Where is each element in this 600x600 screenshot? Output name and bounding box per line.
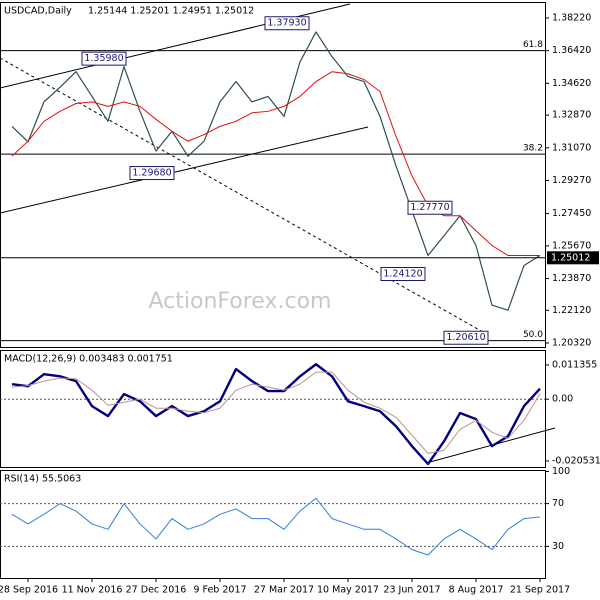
x-tick-label: 10 May 2017 <box>317 585 379 596</box>
y-tick-label: 100 <box>552 466 570 477</box>
y-tick-label: 70 <box>552 498 564 509</box>
x-tick-label: 28 Sep 2016 <box>0 585 58 596</box>
trendline-dashed <box>0 57 491 337</box>
x-tick-label: 23 Jun 2017 <box>383 585 440 596</box>
last-price-label: 1.25012 <box>551 252 590 263</box>
x-tick-label: 21 Sep 2017 <box>510 585 570 596</box>
y-tick-label: 0.011355 <box>552 360 597 371</box>
x-tick-label: 9 Feb 2017 <box>193 585 246 596</box>
last-price-box <box>547 251 599 265</box>
y-tick-label: 1.29270 <box>552 175 591 186</box>
y-tick-label: 1.20320 <box>552 338 591 349</box>
y-tick-label: 1.22120 <box>552 305 591 316</box>
series-line <box>11 71 540 256</box>
y-tick-label: 1.25670 <box>552 240 591 251</box>
watermark: ActionForex.com <box>149 289 332 314</box>
y-tick-label: 1.36420 <box>552 45 591 56</box>
panel-title: MACD(12,26,9) 0.003483 0.001751 <box>4 354 173 365</box>
fib-label: 38.2 <box>523 144 543 154</box>
panel-frame <box>0 2 546 348</box>
fib-label: 61.8 <box>523 40 543 50</box>
annotation-label: 1.27770 <box>410 202 449 213</box>
annotation-label: 1.20610 <box>446 332 485 343</box>
y-tick-label: 1.34620 <box>552 78 591 89</box>
annotation-label: 1.35980 <box>84 53 123 64</box>
fib-label: 50.0 <box>523 330 543 340</box>
y-tick-label: 1.32870 <box>552 110 591 121</box>
panel-subtitle: 1.25144 1.25201 1.24951 1.25012 <box>88 6 254 17</box>
y-tick-label: 1.38220 <box>552 12 591 23</box>
series-line <box>11 363 541 466</box>
annotation-box <box>443 330 489 345</box>
y-tick-label: 1.23870 <box>552 273 591 284</box>
annotation-label: 1.29680 <box>132 168 171 179</box>
x-tick-label: 27 Dec 2016 <box>126 585 187 596</box>
y-tick-label: 1.27450 <box>552 208 591 219</box>
annotation-box <box>407 200 453 215</box>
y-tick-label: 30 <box>552 541 564 552</box>
annotation-box <box>380 267 426 282</box>
annotation-box <box>81 51 127 66</box>
channel-lower <box>0 126 369 214</box>
annotation-box <box>264 16 310 31</box>
panel-frame <box>0 350 546 468</box>
y-tick-label: 0.00 <box>552 394 573 405</box>
series-line <box>11 31 541 311</box>
panel-title: USDCAD,Daily <box>4 6 72 17</box>
annotation-box <box>129 166 175 181</box>
panel-frame <box>0 470 546 579</box>
x-tick-label: 27 Mar 2017 <box>254 585 314 596</box>
annotation-label: 1.37930 <box>267 18 306 29</box>
series-line <box>11 371 541 454</box>
x-tick-label: 8 Aug 2017 <box>449 585 504 596</box>
series-line <box>11 497 541 556</box>
y-tick-label: -0.020531 <box>552 456 600 467</box>
x-tick-label: 11 Nov 2016 <box>62 585 123 596</box>
y-tick-label: 1.31070 <box>552 142 591 153</box>
panel-title: RSI(14) 55.5063 <box>4 474 81 485</box>
annotation-label: 1.24120 <box>383 269 422 280</box>
